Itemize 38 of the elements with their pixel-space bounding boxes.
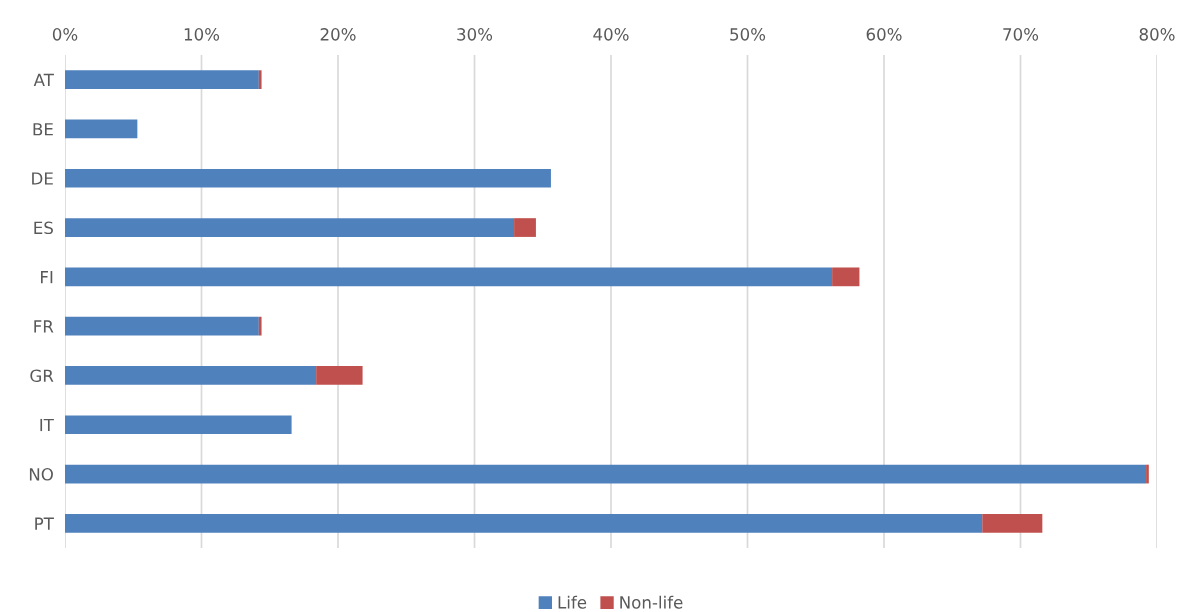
x-tick-label: 10% <box>184 28 220 41</box>
bar <box>832 267 860 287</box>
bar <box>65 464 1147 484</box>
bar <box>514 218 536 237</box>
bar <box>258 316 262 336</box>
bar <box>65 168 551 188</box>
y-tick-label: BE <box>33 123 53 136</box>
y-tick-label: IT <box>40 418 54 432</box>
bar <box>982 513 1043 533</box>
y-tick-label: ES <box>34 221 53 235</box>
bar <box>65 513 983 533</box>
legend-label: Life <box>558 595 587 609</box>
y-tick-label: FR <box>34 320 54 333</box>
x-tick-label: 20% <box>320 28 356 41</box>
bar <box>316 366 363 385</box>
bar <box>65 267 833 287</box>
y-tick-label: NO <box>29 468 53 481</box>
x-tick-label: 70% <box>1003 28 1039 41</box>
bar <box>65 70 259 90</box>
y-tick-label: AT <box>33 73 54 86</box>
y-tick-label: DE <box>32 172 53 185</box>
x-tick-label: 50% <box>730 28 766 41</box>
x-tick-label: 30% <box>457 28 493 41</box>
bar <box>258 70 262 90</box>
bar <box>65 119 138 139</box>
bar <box>65 415 292 435</box>
x-tick-label: 40% <box>593 28 629 41</box>
legend-label: Non-life <box>620 595 683 609</box>
bar <box>65 218 515 237</box>
bar <box>65 366 317 385</box>
x-tick-label: 0% <box>52 28 78 41</box>
bar <box>1146 464 1149 484</box>
y-tick-label: PT <box>35 517 54 530</box>
y-tick-label: FI <box>41 271 53 284</box>
x-tick-label: 60% <box>866 28 902 41</box>
bar <box>65 316 259 336</box>
y-tick-label: GR <box>30 369 54 383</box>
x-tick-label: 80% <box>1139 28 1175 41</box>
